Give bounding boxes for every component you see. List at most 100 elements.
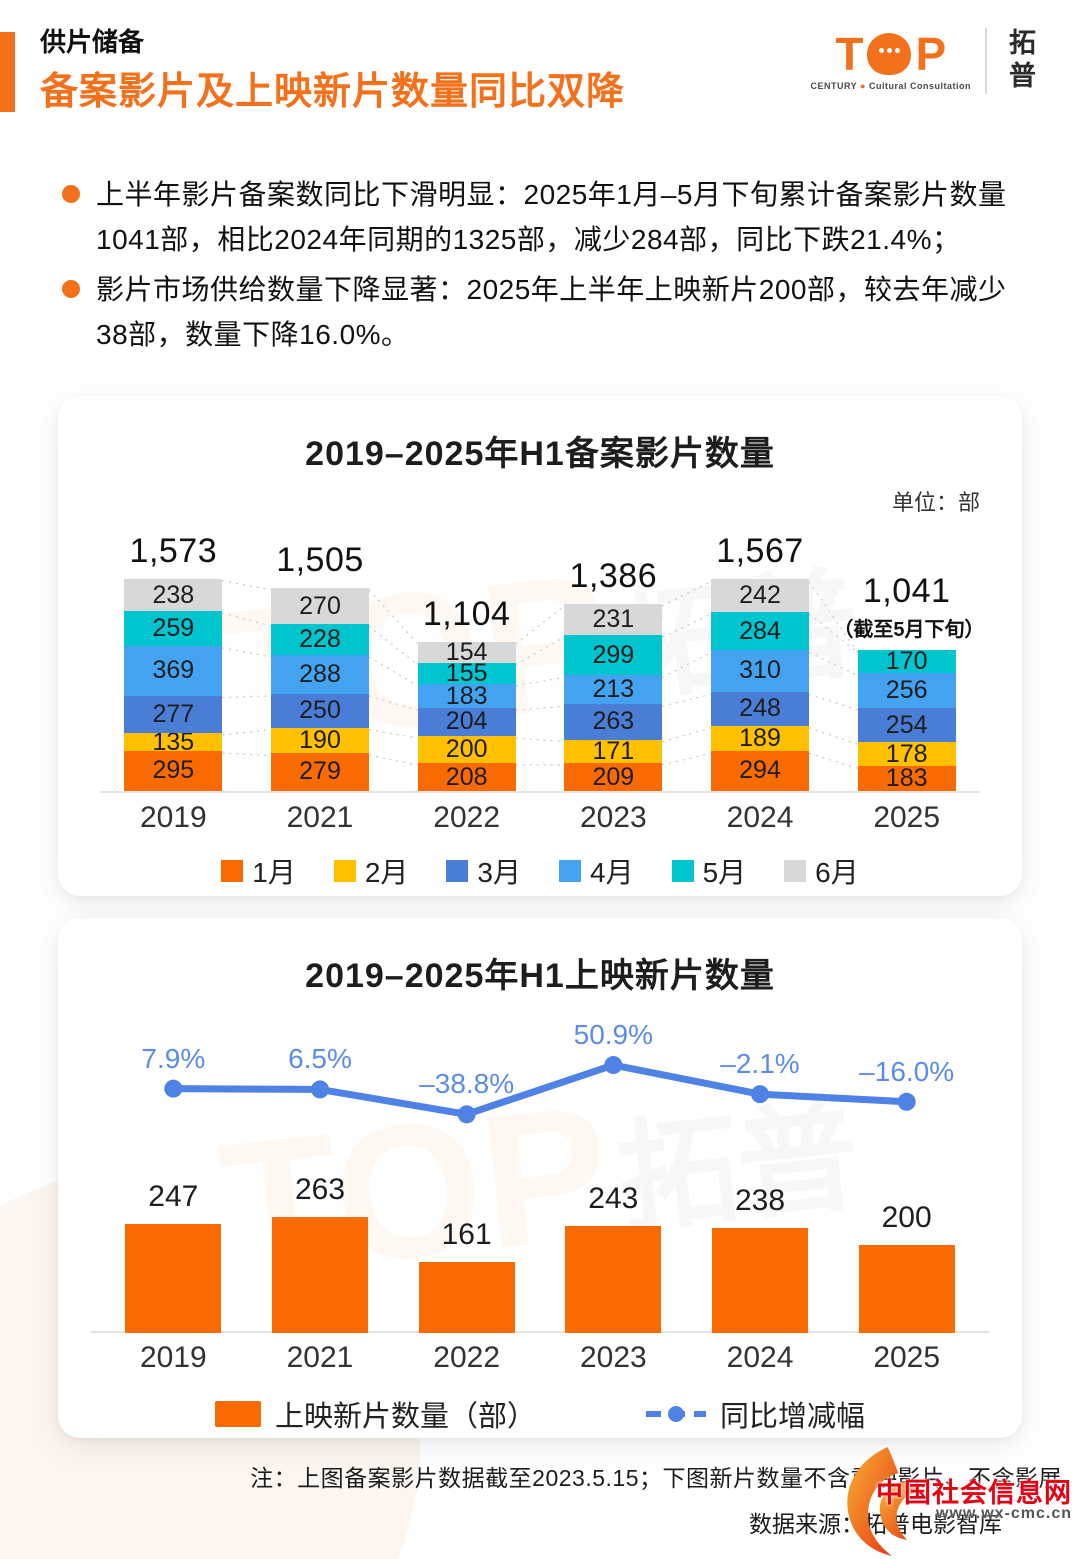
bar-value-label: 238	[734, 1184, 786, 1218]
total-note: （截至5月下旬）	[833, 619, 985, 642]
legend-item-bars: 上映新片数量（部）	[214, 1393, 536, 1435]
legend-swatch-icon	[559, 860, 581, 882]
bar-segment-1月: 183	[857, 766, 956, 791]
legend-swatch-icon	[784, 860, 807, 882]
bar-value-label: 263	[294, 1173, 346, 1207]
chart2-legend: 上映新片数量（部） 同比增减幅	[58, 1393, 1022, 1435]
legend-label: 5月	[702, 857, 747, 888]
legend-label: 2月	[364, 857, 409, 888]
popcorn-bucket-icon	[867, 33, 912, 75]
release-bar	[712, 1228, 808, 1333]
logo-subtitle: CENTURY ● Cultural Consultation	[810, 81, 971, 91]
bar-segment-2月: 200	[417, 735, 516, 763]
legend-item-6月: 6月	[784, 851, 859, 891]
legend-label: 同比增减幅	[720, 1401, 866, 1433]
unit-label: 单位：部	[891, 490, 980, 515]
logo-cn-name: 拓普	[1005, 28, 1035, 94]
section-kicker: 供片储备	[40, 27, 145, 57]
x-axis-label: 2022	[433, 1341, 501, 1374]
footer-note-line2: 数据来源：拓普电影智库	[749, 1511, 1002, 1537]
bar-segment-3月: 263	[564, 704, 663, 740]
bullet-dot-icon	[62, 185, 80, 203]
chart-card-releases: TOP 拓普 2019–2025年H1上映新片数量 247 263 161 243 23…	[58, 918, 1022, 1438]
bar-segment-6月: 270	[271, 587, 369, 625]
bar-segment-3月: 248	[711, 692, 809, 726]
pct-change-label: 7.9%	[141, 1042, 206, 1074]
accent-bar	[0, 32, 15, 112]
x-axis-label: 2024	[726, 801, 794, 834]
x-axis-label: 2021	[286, 801, 354, 834]
chart-card-filings: TOP 拓普 2019–2025年H1备案影片数量 单位：部 295135277…	[58, 396, 1022, 896]
legend-label: 6月	[815, 857, 859, 888]
bar-value-label: 243	[588, 1182, 639, 1216]
bar-value-label: 200	[881, 1201, 932, 1234]
legend-label: 4月	[590, 857, 634, 888]
x-axis-label: 2022	[433, 801, 501, 834]
data-point-icon	[311, 1080, 329, 1099]
bullet-text: 上半年影片备案数同比下滑明显：2025年1月–5月下旬累计备案影片数量1041部…	[96, 179, 1007, 256]
bar-segment-6月: 238	[124, 578, 223, 611]
bar-segment-1月: 295	[124, 751, 223, 791]
footer-notes: 注：上图备案影片数据截至2023.5.15；下图新片数量不含重映影片、不含影展 …	[0, 1459, 1062, 1539]
chart1-title: 2019–2025年H1备案影片数量	[305, 435, 775, 473]
bar-segment-6月: 154	[417, 640, 516, 664]
bar-segment-2月: 189	[711, 725, 809, 752]
legend-line-marker-icon	[646, 1406, 706, 1422]
logo-letter-p: P	[915, 28, 947, 80]
legend-item-1月: 1月	[221, 851, 296, 891]
bar-segment-4月: 369	[124, 645, 223, 696]
header: 供片储备 备案影片及上映新片数量同比双降 T P CENTURY ● Cultu…	[0, 22, 1040, 132]
bar-segment-5月: 284	[711, 612, 809, 651]
release-bar	[565, 1226, 662, 1333]
bar-segment-2月: 178	[857, 742, 956, 767]
data-point-icon	[164, 1079, 183, 1098]
x-axis-label: 2025	[873, 1341, 941, 1374]
bar-segment-5月: 299	[564, 635, 663, 676]
summary-bullets: 上半年影片备案数同比下滑明显：2025年1月–5月下旬累计备案影片数量1041部…	[62, 172, 1038, 361]
x-axis-line	[90, 1331, 990, 1333]
legend-label: 上映新片数量（部）	[274, 1401, 536, 1433]
legend-item-2月: 2月	[333, 851, 409, 891]
bar-segment-4月: 213	[564, 675, 663, 705]
release-bar	[858, 1245, 955, 1333]
bullet-item: 影片市场供给数量下降显著：2025年上半年上映新片200部，较去年减少38部，数…	[62, 267, 1038, 358]
bar-segment-1月: 279	[271, 753, 369, 791]
bar-segment-2月: 135	[124, 729, 223, 755]
release-bar	[125, 1224, 222, 1333]
bar-segment-1月: 208	[417, 762, 516, 791]
bar-segment-3月: 204	[417, 708, 516, 736]
x-axis-label: 2023	[579, 801, 647, 834]
bullet-item: 上半年影片备案数同比下滑明显：2025年1月–5月下旬累计备案影片数量1041部…	[62, 172, 1038, 263]
top-logo-word: T P	[835, 31, 946, 77]
pct-change-label: 50.9%	[573, 1019, 654, 1050]
legend-item-5月: 5月	[671, 851, 747, 891]
top-logo: T P CENTURY ● Cultural Consultation 拓普	[811, 28, 1040, 94]
bar-segment-5月: 155	[417, 660, 516, 685]
bar-segment-1月: 209	[564, 762, 663, 791]
data-point-icon	[457, 1105, 476, 1124]
bar-segment-1月: 294	[711, 751, 809, 791]
total-label: 1,567	[716, 532, 804, 571]
total-label: 1,573	[129, 531, 218, 570]
total-label: 1,505	[276, 540, 364, 579]
x-axis-label: 2025	[873, 801, 941, 834]
bar-segment-3月: 277	[124, 695, 223, 733]
bar-segment-2月: 171	[564, 738, 663, 763]
total-label: 1,041 （截至5月下旬）	[833, 572, 985, 642]
x-axis-label: 2019	[139, 801, 207, 834]
release-bar	[272, 1217, 368, 1333]
chart1-plot-area: 295 135 277 369 259 238 1,573 279 190 250 288 228 27…	[100, 523, 985, 793]
legend-swatch-icon	[446, 860, 469, 882]
bullet-text: 影片市场供给数量下降显著：2025年上半年上映新片200部，较去年减少38部，数…	[96, 273, 1007, 351]
logo-divider	[985, 28, 987, 94]
chart1-legend: 1月 2月 3月 4月 5月 6月	[58, 851, 1022, 891]
x-axis-label: 2021	[286, 1341, 354, 1374]
bar-segment-4月: 310	[711, 650, 809, 693]
bar-segment-4月: 183	[417, 683, 516, 709]
logo-dot-icon: ●	[860, 81, 866, 91]
total-label: 1,386	[569, 556, 658, 595]
x-axis-label: 2024	[726, 1341, 794, 1374]
bar-segment-5月: 228	[271, 624, 369, 656]
legend-swatch-icon	[221, 860, 244, 882]
